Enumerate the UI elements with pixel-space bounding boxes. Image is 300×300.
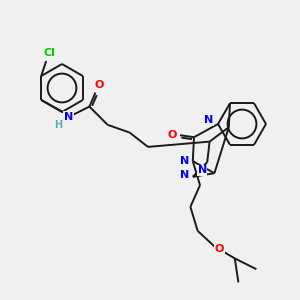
Text: H: H [55,120,63,130]
Text: N: N [180,156,189,166]
Text: N: N [204,115,214,125]
Text: N: N [198,165,207,175]
Text: Cl: Cl [43,48,55,58]
Text: N: N [64,112,73,122]
Text: N: N [180,170,189,180]
Text: O: O [215,244,224,254]
Text: O: O [95,80,104,90]
Text: O: O [167,130,177,140]
